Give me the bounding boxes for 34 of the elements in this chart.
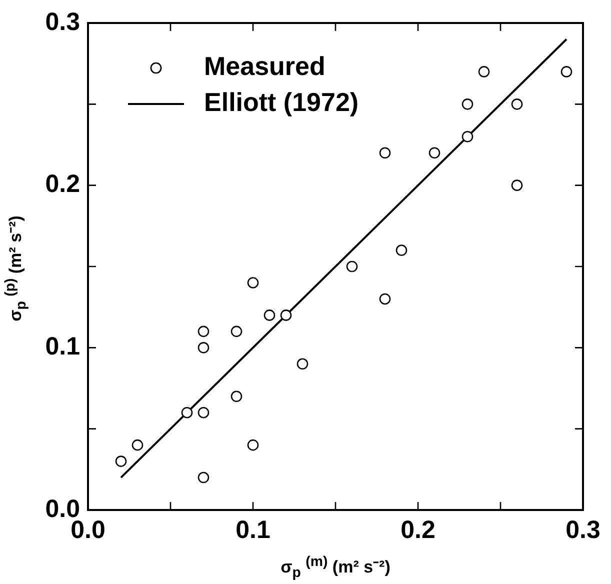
point bbox=[396, 244, 408, 256]
y-tick-label: 0.3 bbox=[45, 8, 80, 36]
point bbox=[198, 342, 210, 354]
point bbox=[198, 472, 210, 484]
point bbox=[296, 358, 308, 370]
point bbox=[181, 406, 193, 418]
point bbox=[280, 310, 292, 321]
point bbox=[511, 98, 523, 110]
point bbox=[478, 66, 490, 78]
point bbox=[247, 439, 259, 451]
x-tick-label: 0.3 bbox=[566, 516, 600, 544]
legend-label: Measured bbox=[204, 51, 326, 82]
x-axis-title: σ$_{p}$ $^{(m)}$ (m² s⁻²) bbox=[280, 554, 392, 582]
point bbox=[198, 326, 210, 338]
point bbox=[230, 326, 242, 338]
point bbox=[379, 147, 391, 159]
x-tick-label: 0.1 bbox=[236, 516, 270, 544]
y-tick-label: 0.1 bbox=[45, 332, 80, 361]
point bbox=[462, 130, 474, 142]
point bbox=[132, 439, 144, 451]
point bbox=[115, 456, 127, 467]
point bbox=[346, 260, 358, 272]
point bbox=[247, 277, 259, 288]
point bbox=[264, 310, 276, 321]
point bbox=[511, 180, 523, 191]
point bbox=[379, 293, 391, 305]
point bbox=[462, 98, 474, 110]
y-tick-label: 0.2 bbox=[45, 170, 80, 198]
point bbox=[428, 147, 440, 159]
point bbox=[198, 406, 210, 418]
point bbox=[230, 390, 242, 402]
x-tick-label: 0.2 bbox=[400, 516, 436, 544]
point bbox=[560, 66, 572, 78]
legend-label: Elliott (1972) bbox=[204, 87, 359, 118]
